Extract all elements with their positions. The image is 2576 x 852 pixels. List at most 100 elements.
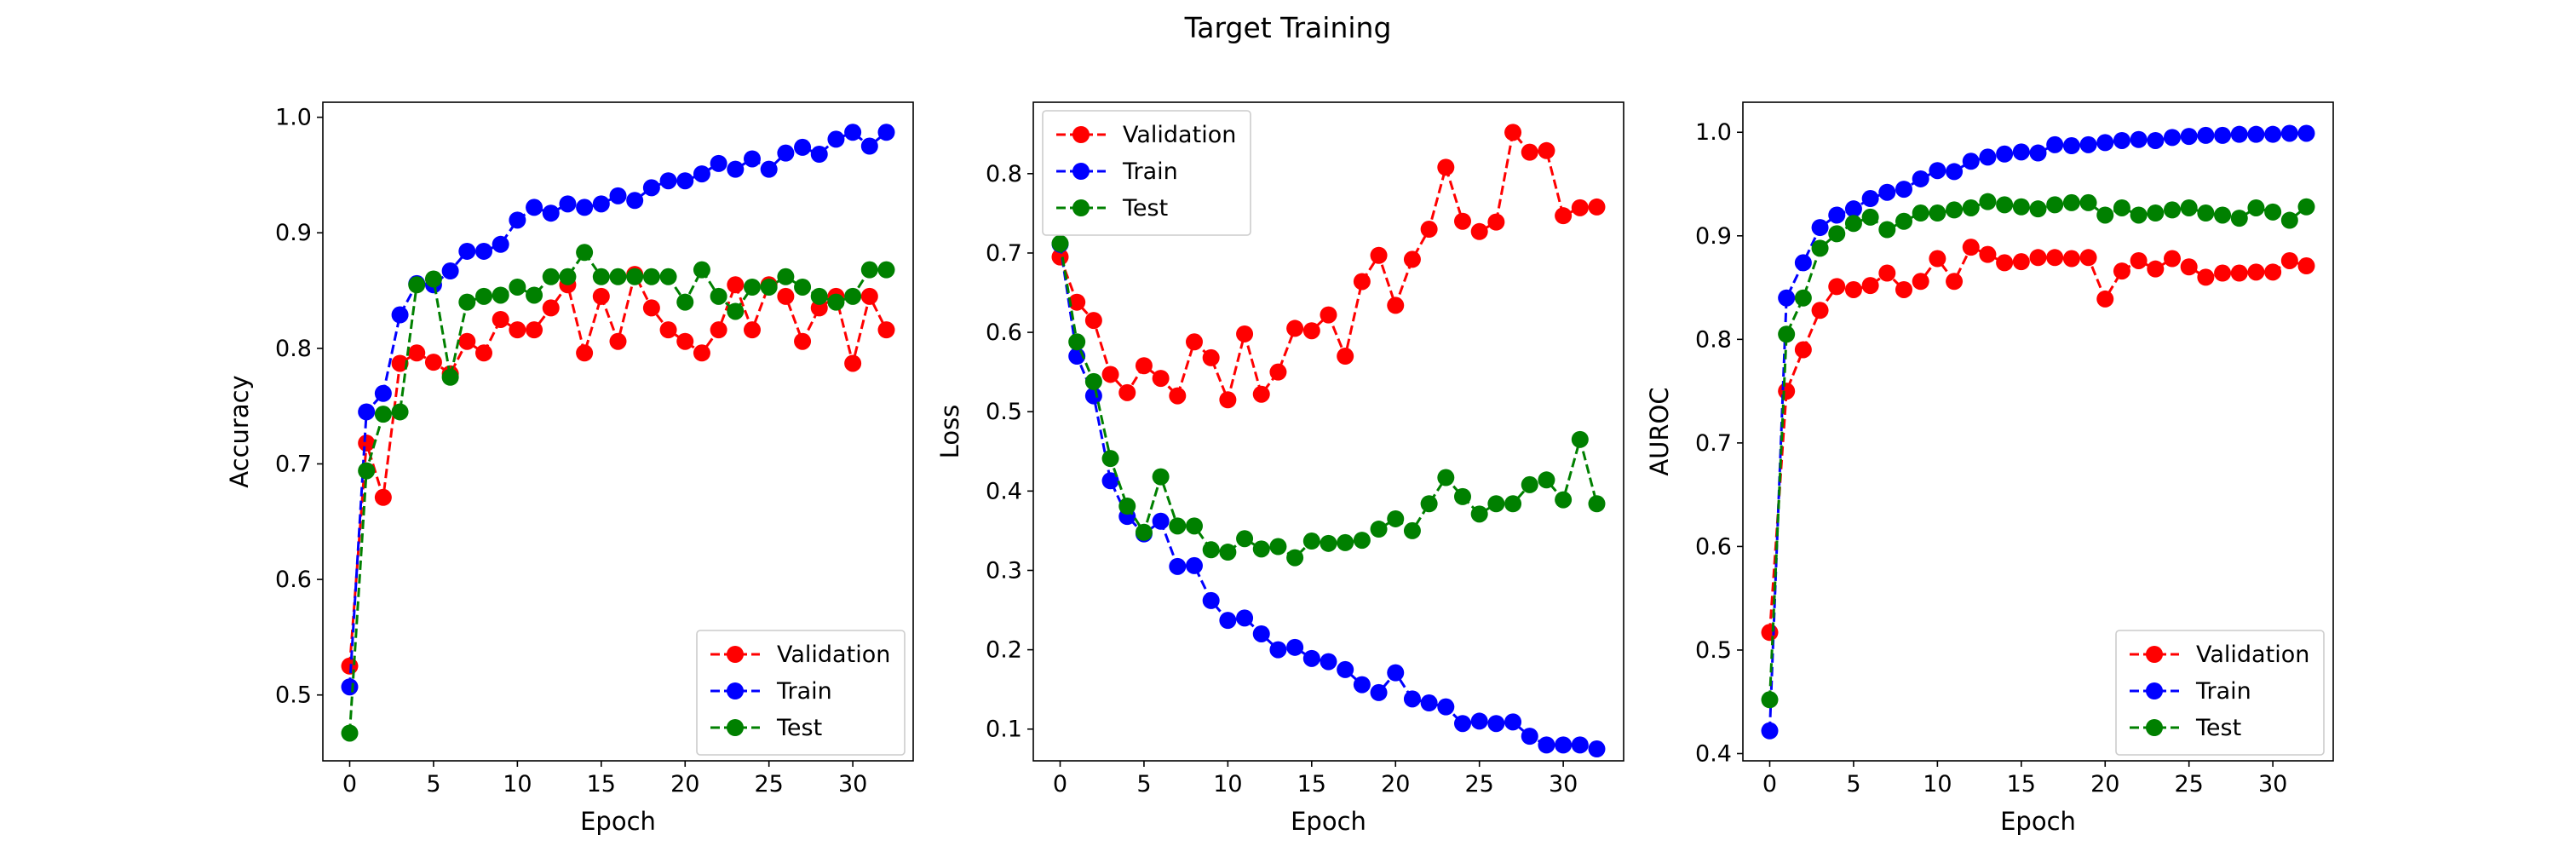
data-point xyxy=(626,192,644,210)
data-point xyxy=(576,344,594,362)
data-point xyxy=(1504,124,1522,141)
data-point xyxy=(2012,253,2030,271)
data-point xyxy=(1521,475,1538,493)
data-point xyxy=(1861,208,1879,226)
y-tick-label: 0.7 xyxy=(1695,430,1732,457)
data-point xyxy=(827,130,845,148)
data-point xyxy=(2062,137,2080,155)
data-point xyxy=(827,293,845,311)
legend-marker xyxy=(2146,719,2163,736)
y-tick-label: 0.5 xyxy=(1695,637,1732,664)
data-point xyxy=(1437,698,1455,716)
y-tick-label: 0.9 xyxy=(275,220,312,246)
data-point xyxy=(1353,532,1371,550)
data-point xyxy=(1437,158,1455,176)
data-point xyxy=(1202,591,1220,609)
x-tick-label: 10 xyxy=(1213,771,1242,797)
data-point xyxy=(2130,206,2148,224)
data-point xyxy=(542,299,560,317)
data-point xyxy=(2197,126,2215,144)
x-axis-label: Epoch xyxy=(1291,807,1366,836)
data-point xyxy=(2096,134,2114,152)
data-point xyxy=(1252,625,1270,642)
data-point xyxy=(2164,250,2181,268)
data-point xyxy=(1084,387,1102,405)
data-point xyxy=(1420,495,1438,513)
y-tick-label: 0.3 xyxy=(986,557,1022,584)
data-point xyxy=(1219,544,1237,561)
data-point xyxy=(642,299,660,317)
data-point xyxy=(1895,181,1912,199)
data-point xyxy=(1252,385,1270,403)
plot-frame xyxy=(1032,101,1624,762)
data-point xyxy=(441,368,459,386)
y-tick-label: 0.5 xyxy=(275,682,312,709)
data-point xyxy=(1521,143,1538,161)
data-point xyxy=(458,242,476,260)
data-point xyxy=(2012,198,2030,216)
y-axis-label: Accuracy xyxy=(225,375,254,487)
data-point xyxy=(1912,170,1929,187)
figure-title: Target Training xyxy=(1184,11,1392,44)
x-tick-label: 15 xyxy=(2007,771,2036,797)
data-point xyxy=(794,332,812,350)
data-point xyxy=(2079,249,2097,267)
data-point xyxy=(2180,258,2198,276)
data-point xyxy=(1420,694,1438,712)
data-point xyxy=(1068,293,1086,311)
x-tick-label: 5 xyxy=(1846,771,1860,797)
data-point xyxy=(1470,712,1488,730)
data-point xyxy=(1320,534,1337,552)
data-point xyxy=(1387,509,1405,527)
legend-marker xyxy=(1072,163,1090,180)
data-point xyxy=(1169,517,1187,535)
data-point xyxy=(1236,325,1254,343)
data-point xyxy=(458,332,476,350)
data-point xyxy=(1828,206,1846,224)
data-point xyxy=(1878,221,1896,239)
data-point xyxy=(1794,254,1812,272)
data-point xyxy=(408,276,426,294)
series-test xyxy=(1051,234,1606,567)
data-point xyxy=(659,172,677,190)
data-point xyxy=(1946,201,1964,219)
y-tick-label: 0.4 xyxy=(986,478,1022,504)
x-tick-label: 20 xyxy=(670,771,699,797)
data-point xyxy=(1946,163,1964,181)
data-point xyxy=(1979,245,1997,263)
data-point xyxy=(475,287,492,305)
data-point xyxy=(860,137,878,155)
data-point xyxy=(1487,495,1505,513)
legend-label: Validation xyxy=(777,642,890,668)
data-point xyxy=(1811,219,1829,237)
data-point xyxy=(744,150,761,168)
data-point xyxy=(1169,387,1187,405)
x-tick-label: 0 xyxy=(1053,771,1067,797)
data-point xyxy=(1286,549,1304,567)
data-point xyxy=(1521,728,1538,746)
data-point xyxy=(710,154,727,172)
data-point xyxy=(1403,250,1421,268)
data-point xyxy=(744,321,761,339)
y-tick-label: 0.7 xyxy=(986,240,1022,267)
data-point xyxy=(1844,200,1862,218)
data-point xyxy=(2130,130,2148,148)
data-point xyxy=(2280,211,2298,229)
y-tick-label: 0.1 xyxy=(986,717,1022,743)
data-point xyxy=(1555,736,1573,754)
data-point xyxy=(860,261,878,279)
data-point xyxy=(1538,471,1555,489)
x-tick-label: 25 xyxy=(755,771,784,797)
plot-frame xyxy=(322,101,914,762)
data-point xyxy=(592,287,610,305)
data-point xyxy=(424,354,442,371)
data-point xyxy=(877,321,895,339)
data-point xyxy=(1571,430,1589,448)
data-point xyxy=(1084,312,1102,330)
y-tick-label: 0.8 xyxy=(986,161,1022,187)
data-point xyxy=(760,278,778,296)
data-point xyxy=(1761,722,1779,740)
data-point xyxy=(424,270,442,288)
data-point xyxy=(1454,715,1471,733)
